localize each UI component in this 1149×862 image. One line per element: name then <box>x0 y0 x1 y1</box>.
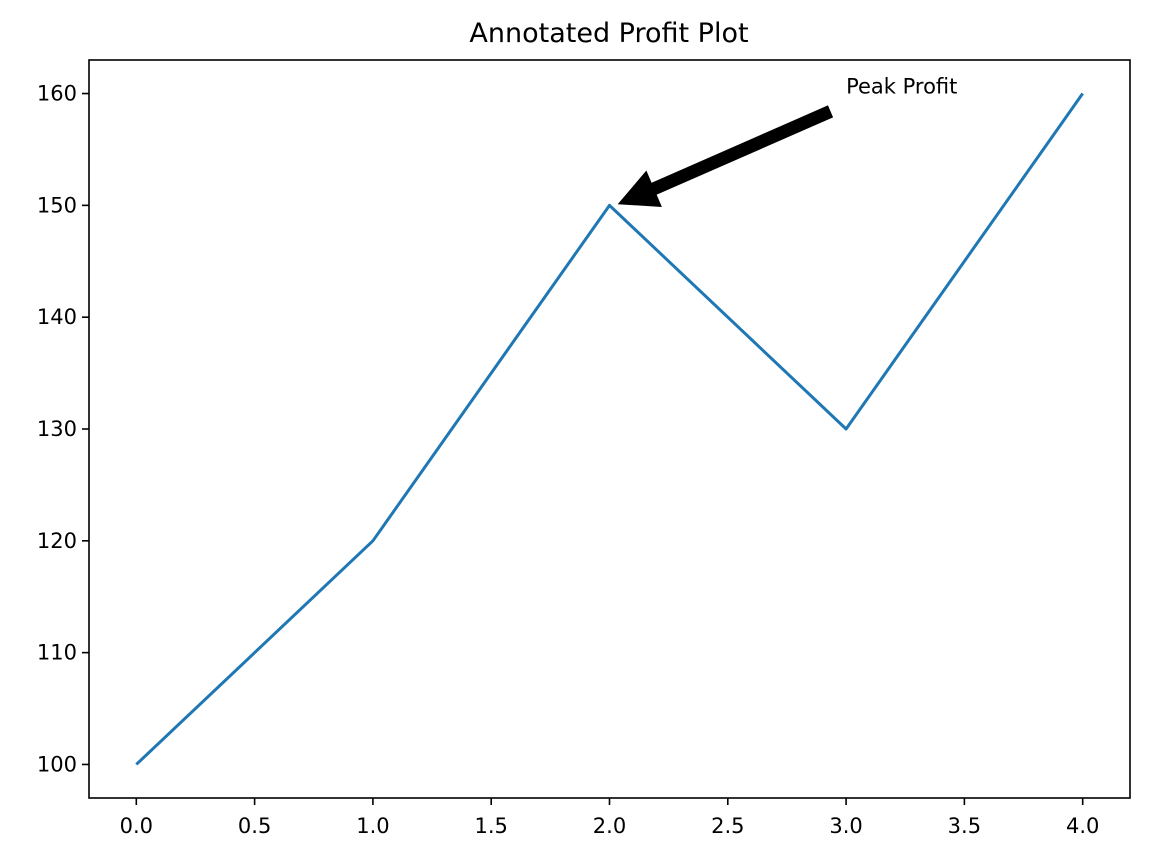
annotation-arrow <box>617 105 834 207</box>
y-tick-label: 120 <box>37 529 77 553</box>
y-tick-label: 100 <box>37 752 77 776</box>
series-line <box>135 92 1084 766</box>
annotation-label: Peak Profit <box>846 75 957 99</box>
y-tick-label: 140 <box>37 305 77 329</box>
x-tick-label: 2.0 <box>593 814 626 838</box>
x-tick-label: 2.5 <box>711 814 744 838</box>
ticks-layer: 0.0 0.5 1.0 1.5 2.0 2.5 3.0 3.5 4.0 100 110 120 130 1… <box>37 82 1099 838</box>
x-tick-label: 3.5 <box>948 814 981 838</box>
y-tick-label: 150 <box>37 193 77 217</box>
annotation-layer: Peak Profit <box>617 75 957 207</box>
x-tick-label: 1.0 <box>356 814 389 838</box>
x-tick-label: 1.5 <box>475 814 508 838</box>
y-tick-label: 160 <box>37 82 77 106</box>
series-layer <box>135 92 1084 766</box>
y-tick-label: 110 <box>37 641 77 665</box>
x-tick-label: 0.0 <box>120 814 153 838</box>
x-tick-label: 0.5 <box>238 814 271 838</box>
axes-frame <box>88 59 1131 799</box>
x-tick-label: 4.0 <box>1066 814 1099 838</box>
x-tick-label: 3.0 <box>829 814 862 838</box>
y-tick-label: 130 <box>37 417 77 441</box>
chart-title: Annotated Profit Plot <box>469 18 748 49</box>
